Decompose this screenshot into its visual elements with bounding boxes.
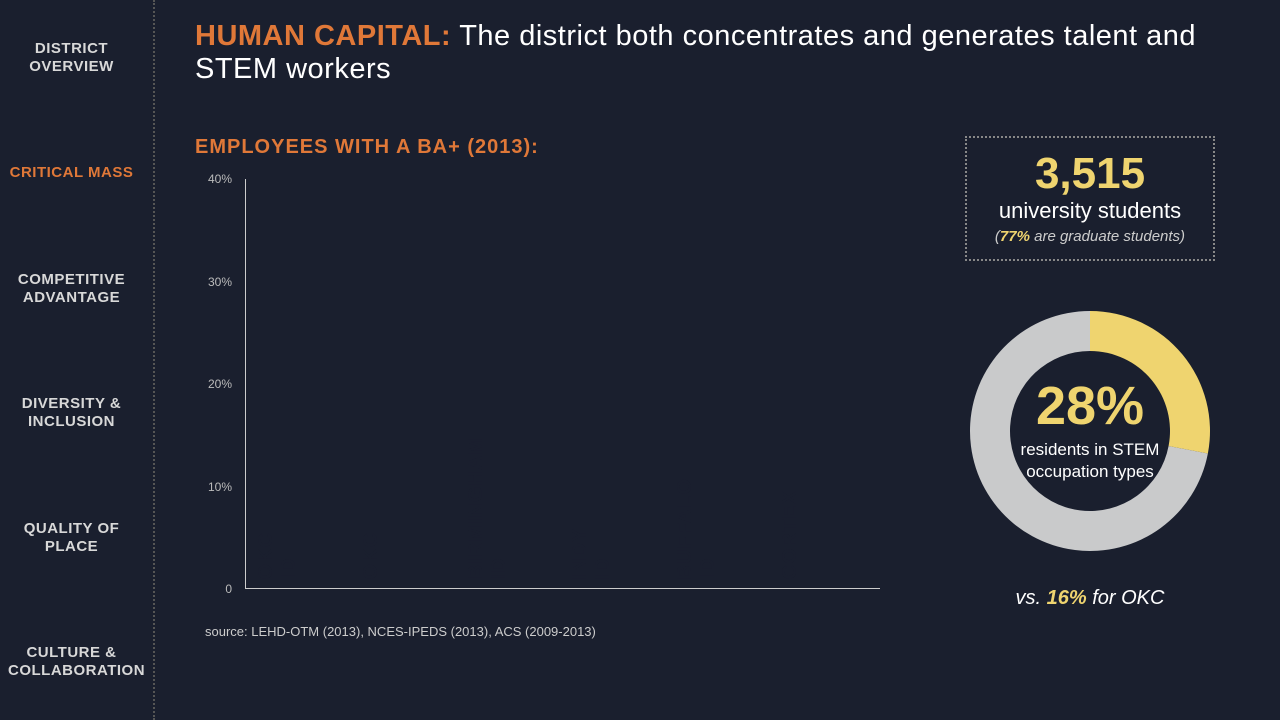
- y-tick: 40%: [208, 172, 232, 186]
- chart-source: source: LEHD-OTM (2013), NCES-IPEDS (201…: [205, 624, 880, 639]
- donut-percent: 28%: [1000, 379, 1180, 433]
- student-sub: (77% are graduate students): [995, 228, 1185, 245]
- bar-label: CORTEX: [779, 490, 802, 579]
- bar-chart: 010%20%30%40% OKC IDOKCBIRMINGHAM IDINDY…: [195, 179, 880, 589]
- student-label: university students: [995, 198, 1185, 224]
- student-stat-box: 3,515 university students (77% are gradu…: [965, 136, 1215, 261]
- bar-label: BUFFALO ID: [674, 478, 720, 579]
- nav-item-1[interactable]: CRITICAL MASS: [0, 164, 143, 182]
- sidebar-nav: DISTRICT OVERVIEW CRITICAL MASS COMPETITIV…: [0, 0, 155, 720]
- bar-label: INDY ID: [569, 528, 615, 579]
- page-title: HUMAN CAPITAL: The district both concent…: [195, 20, 1250, 86]
- stats-column: 3,515 university students (77% are gradu…: [930, 136, 1250, 639]
- student-count: 3,515: [995, 152, 1185, 196]
- nav-item-5[interactable]: CULTURE & COLLABORATION: [0, 644, 143, 680]
- nav-item-2[interactable]: COMPETITIVE ADVANTAGE: [0, 271, 143, 307]
- y-tick: 20%: [208, 377, 232, 391]
- comparison-text: vs. 16% for OKC: [1016, 587, 1165, 610]
- y-axis: 010%20%30%40%: [195, 179, 240, 589]
- donut-label: residents in STEM occupation types: [1000, 439, 1180, 483]
- bar-label: OKC: [360, 532, 383, 579]
- nav-item-3[interactable]: DIVERSITY & INCLUSION: [0, 395, 143, 431]
- y-tick: 0: [225, 582, 232, 596]
- bar-label: BIRMINGHAM ID: [465, 437, 511, 579]
- bar-chart-section: EMPLOYEES WITH A BA+ (2013): 0 10% 20% 30% 4…: [195, 136, 880, 639]
- y-tick: 30%: [208, 275, 232, 289]
- nav-item-4[interactable]: QUALITY OF PLACE: [0, 520, 143, 556]
- donut-center: 28% residents in STEM occupation types: [1000, 379, 1180, 483]
- title-accent: HUMAN CAPITAL:: [195, 20, 451, 52]
- bar-label: OKC ID: [255, 532, 301, 579]
- nav-item-0[interactable]: DISTRICT OVERVIEW: [0, 40, 143, 76]
- stem-donut-chart: 28% residents in STEM occupation types: [950, 291, 1230, 571]
- chart-title: EMPLOYEES WITH A BA+ (2013):: [195, 136, 880, 159]
- chart-plot-area: OKC ID OKC BIRMINGHAM ID INDY ID BUFFALO ID C…: [245, 179, 880, 589]
- y-tick: 10%: [208, 480, 232, 494]
- main-content: HUMAN CAPITAL: The district both concent…: [155, 0, 1280, 720]
